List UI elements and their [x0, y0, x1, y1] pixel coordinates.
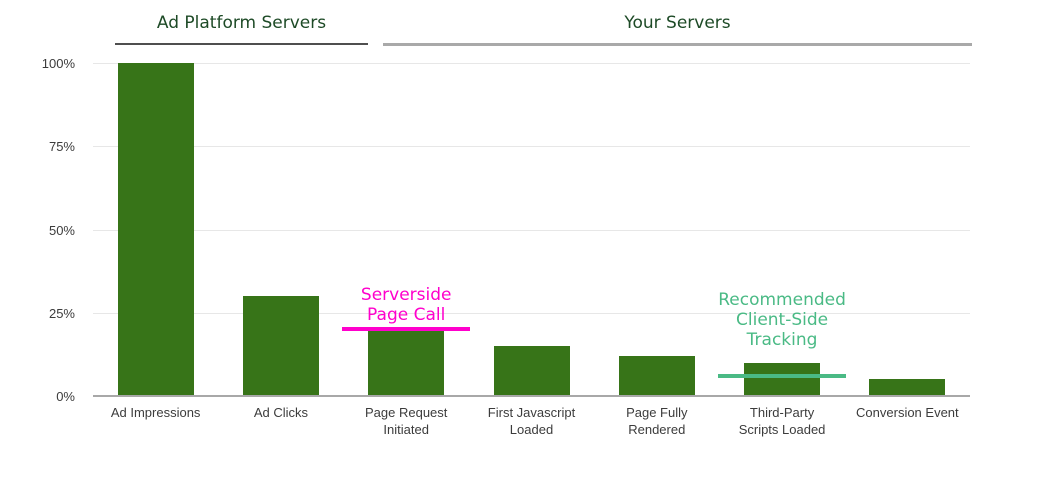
x-axis-label-page-fully-rendered: Page Fully Rendered [626, 405, 688, 437]
y-axis-tick-label-100pct: 100% [41, 56, 75, 71]
y-axis-tick-label-75pct: 75% [48, 139, 75, 155]
bar-page-request-initiated [368, 329, 445, 396]
y-axis-tick-label-50pct: 50% [48, 222, 75, 238]
gridline-100pct [93, 63, 970, 64]
bar-page-fully-rendered [618, 356, 695, 396]
y-axis-tick-label-25pct: 25% [48, 305, 75, 321]
x-axis-label-page-request-initiated: Page Request Initiated [365, 405, 448, 437]
bar-ad-clicks [242, 296, 319, 396]
annotation-serverside-page-call: Serverside Page Call [360, 285, 452, 326]
bar-ad-impressions [117, 63, 194, 396]
x-axis-label-third-party-scripts-loaded: Third-Party Scripts Loaded [738, 405, 826, 437]
gridline-0pct [93, 395, 970, 397]
group-header-ad-platform-servers: Ad Platform Servers [115, 13, 368, 45]
gridline-50pct [93, 229, 970, 231]
annotation-line-recommended-client-side-tracking [718, 374, 847, 379]
group-header-label: Ad Platform Servers [156, 13, 327, 33]
x-axis-label-ad-impressions: Ad Impressions [110, 405, 201, 420]
bar-third-party-scripts-loaded [744, 362, 821, 396]
gridline-75pct [93, 146, 970, 148]
y-axis-tick-label-0pct: 0% [56, 389, 75, 404]
gridline-25pct [93, 312, 970, 314]
x-axis-label-ad-clicks: Ad Clicks [253, 405, 309, 420]
group-header-your-servers: Your Servers [383, 13, 972, 46]
annotation-line-serverside-page-call [342, 327, 471, 332]
x-axis-label-conversion-event: Conversion Event [856, 405, 959, 420]
group-header-label: Your Servers [624, 13, 731, 33]
x-axis-label-first-javascript-loaded: First Javascript Loaded [487, 405, 576, 437]
bar-first-javascript-loaded [493, 346, 570, 396]
bar-conversion-event [869, 379, 946, 396]
annotation-recommended-client-side-tracking: Recommended Client-Side Tracking [718, 290, 846, 351]
